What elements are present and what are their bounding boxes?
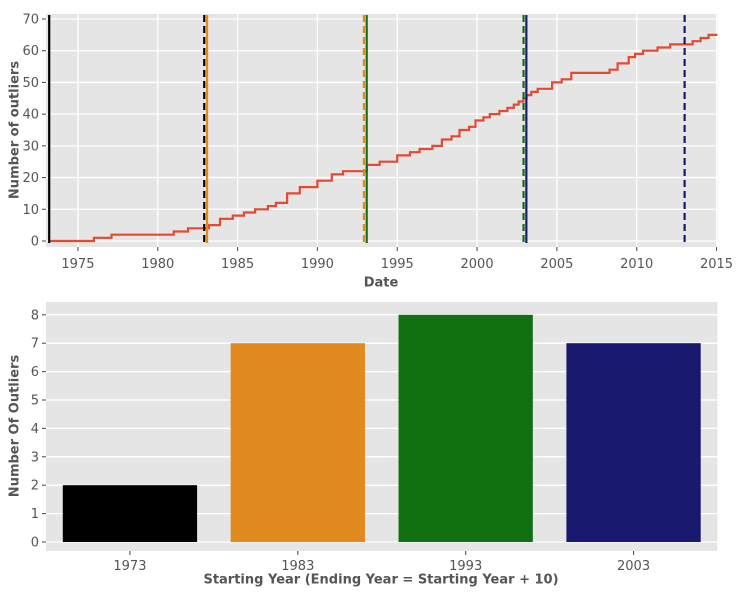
x-tick-label: 1985	[221, 257, 254, 272]
x-tick-label: 2003	[617, 559, 650, 574]
plot-background	[46, 14, 718, 247]
x-tick-label: 2010	[620, 257, 653, 272]
x-tick-label: 1980	[141, 257, 174, 272]
x-tick-label: 1990	[301, 257, 334, 272]
y-tick-label: 20	[22, 171, 39, 186]
x-tick-label: 2005	[540, 257, 573, 272]
y-tick-label: 8	[31, 308, 39, 323]
y-tick-label: 50	[22, 76, 39, 91]
y-tick-label: 1	[31, 507, 39, 522]
bar-1983	[230, 343, 365, 542]
outliers-per-decade-bar-chart: 1973 1983 1993 2003 0 1 2 3 4 5 6 7 8	[31, 302, 718, 574]
x-tick-label: 1993	[449, 559, 482, 574]
y-tick-label: 60	[22, 44, 39, 59]
cumulative-outliers-step-chart: 1975 1980 1985 1990 1995 2000 2005 2010 2015 0 10 2…	[22, 13, 733, 273]
x-tick-label: 1975	[61, 257, 94, 272]
y-tick-label: 0	[31, 536, 39, 551]
y-tick-label: 5	[31, 394, 39, 409]
y-tick-label: 3	[31, 450, 39, 465]
bottom-chart-y-axis-label: Number Of Outliers	[7, 354, 23, 498]
bar-2003	[566, 343, 701, 542]
y-tick-label: 6	[31, 365, 39, 380]
cumulative-outliers-line	[49, 33, 718, 243]
y-tick-label: 0	[31, 235, 39, 250]
x-tick-label: 2015	[700, 257, 733, 272]
x-tick-label: 1995	[381, 257, 414, 272]
x-tick-label: 1983	[281, 559, 314, 574]
x-tick-label: 2000	[461, 257, 494, 272]
top-chart-x-axis-label: Date	[363, 275, 399, 291]
top-chart-y-axis-label: Number of outliers	[7, 60, 23, 200]
bottom-chart-x-axis-label: Starting Year (Ending Year = Starting Ye…	[203, 572, 559, 588]
y-tick-label: 4	[31, 422, 39, 437]
y-tick-label: 40	[22, 108, 39, 123]
bar-1973	[62, 485, 198, 542]
y-tick-label: 2	[31, 479, 39, 494]
y-tick-label: 30	[22, 139, 39, 154]
x-tick-label: 1973	[113, 559, 146, 574]
y-tick-label: 70	[22, 13, 39, 28]
bar-1993	[398, 314, 533, 542]
y-tick-label: 10	[22, 203, 39, 218]
y-tick-label: 7	[31, 337, 39, 352]
